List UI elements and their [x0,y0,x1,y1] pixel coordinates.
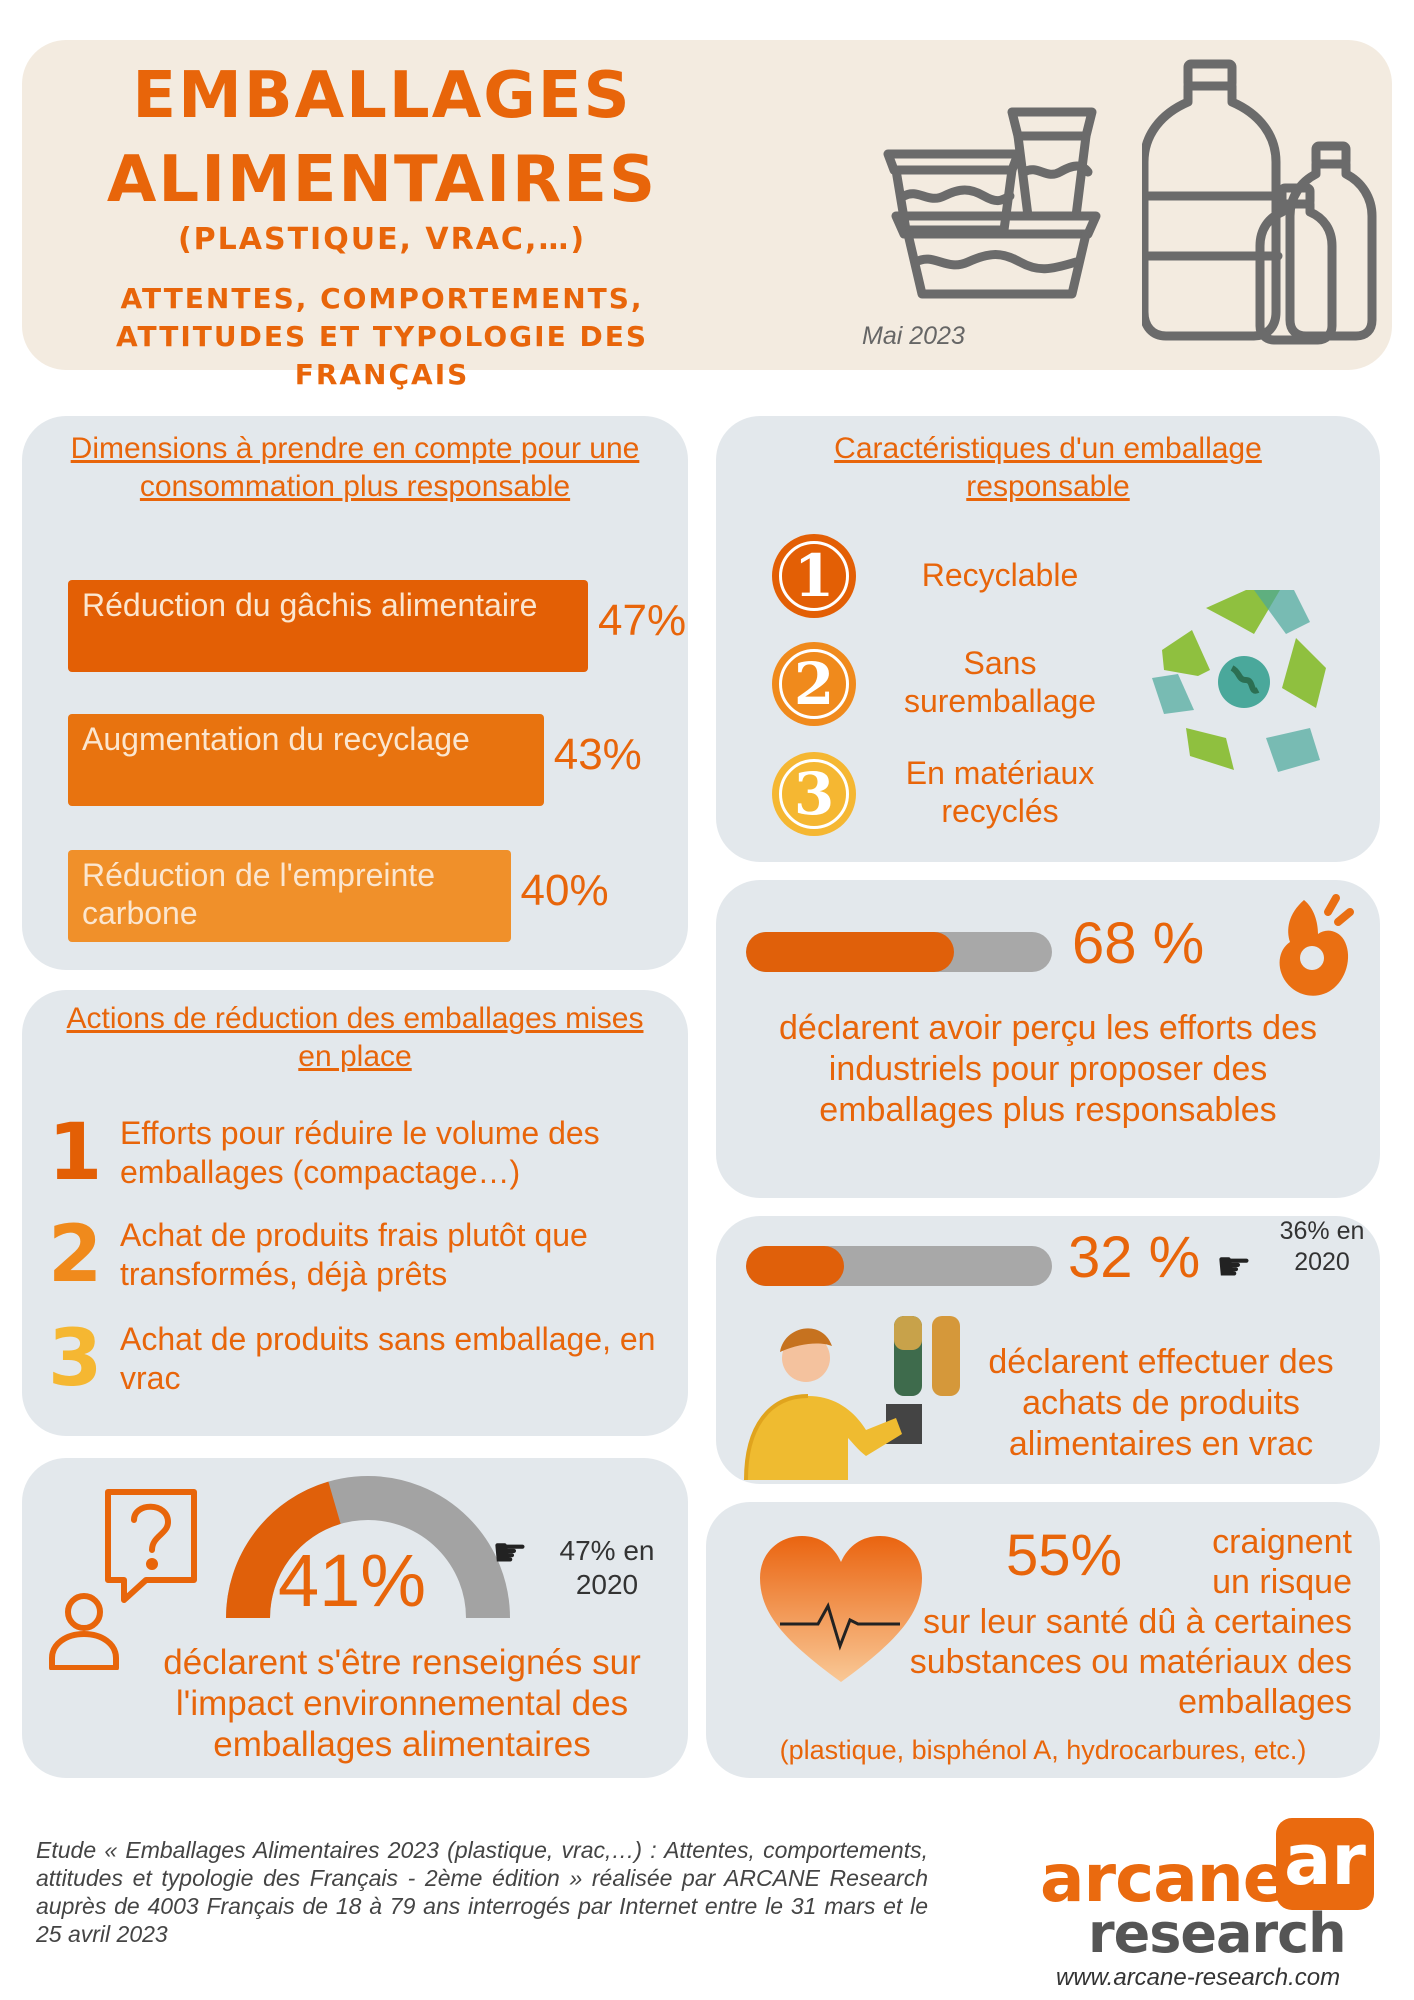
logo-research: research [1088,1902,1347,1965]
question-person-icon [49,1489,197,1670]
health-value: 55% [1006,1523,1123,1588]
plastic-bottles-icon [1142,59,1377,345]
action-label: Achat de produits sans emballage, en vra… [120,1321,656,1396]
subtitle: (plastique, vrac,…) [177,222,587,257]
logo-mark: ar [1276,1818,1374,1910]
health-text-a: craignent un risque [1212,1523,1352,1601]
tagline-line2: attitudes et typologie des Français [115,320,648,391]
characteristic-number-badge: 2 [772,642,856,726]
characteristics-title: Caractéristiques d'un emballage responsa… [834,432,1262,503]
website-url: www.arcane-research.com [1056,1964,1341,1991]
ok-hand-icon [1279,894,1354,996]
dimension-value: 40% [520,866,609,915]
action-number: 1 [48,1108,103,1198]
dimension-bar: Augmentation du recyclage [68,714,544,806]
food-containers-icon [883,107,1101,299]
bulk-text: déclarent effectuer des achats de produi… [988,1343,1334,1463]
bulk-purchase-card: 32 % ☛ 36% en 2020 déclarent effectuer d… [716,1216,1380,1484]
information-text: déclarent s'être renseignés sur l'impact… [163,1643,641,1764]
dimension-value: 47% [598,596,687,645]
tagline-line1: Attentes, comportements, [120,282,644,315]
dimension-value: 43% [553,730,642,779]
heart-pulse-icon [760,1536,922,1682]
dimension-bar: Réduction de l'empreinte carbone [68,850,511,942]
dimensions-card: Dimensions à prendre en compte pour une … [22,416,688,970]
logo-arcane: arcane [1040,1840,1287,1917]
bulk-value: 32 % [1068,1225,1201,1290]
title-line1: Emballages [132,59,632,133]
health-text-b: sur leur santé dû à certaines substances… [909,1603,1352,1721]
study-footnote: Etude « Emballages Alimentaires 2023 (pl… [36,1837,928,1947]
bulk-dispenser-person-icon [744,1316,960,1481]
action-label: Efforts pour réduire le volume des embal… [120,1115,600,1190]
dimension-bar: Réduction du gâchis alimentaire [68,580,588,672]
health-risk-card: 55% craignent un risque sur leur santé d… [706,1502,1380,1778]
action-number: 3 [48,1314,103,1404]
information-card: 41% ☛ 47% en 2020 déclarent s'être rense… [22,1458,688,1778]
efforts-value: 68 % [1072,911,1205,976]
bulk-progress-bar [746,1246,1052,1286]
characteristic-number-badge: 3 [772,752,856,836]
characteristics-card: Caractéristiques d'un emballage responsa… [716,416,1380,862]
bulk-compare-2020: 36% en 2020 [1279,1217,1365,1276]
information-compare-2020: 47% en 2020 [559,1535,655,1600]
publication-date: Mai 2023 [862,322,965,350]
header-banner: Emballages Alimentaires (plastique, vrac… [22,40,1392,391]
characteristic-label: Sans suremballage [903,645,1097,719]
information-value: 41% [278,1539,427,1622]
pointing-hand-icon: ☛ [492,1530,528,1576]
industry-efforts-card: 68 % déclarent avoir perçu les efforts d… [716,880,1380,1198]
dimensions-title: Dimensions à prendre en compte pour une … [70,432,640,503]
action-number: 2 [48,1210,103,1300]
pointing-hand-icon: ☛ [1216,1244,1252,1290]
efforts-text: déclarent avoir perçu les efforts des in… [779,1009,1317,1129]
action-label: Achat de produits frais plutôt que trans… [120,1217,588,1292]
health-note: (plastique, bisphénol A, hydrocarbures, … [779,1735,1307,1765]
efforts-progress-bar [746,932,1052,972]
characteristic-label: En matériaux recyclés [905,755,1095,829]
actions-title: Actions de réduction des emballages mise… [66,1002,644,1073]
characteristic-label: Recyclable [921,557,1079,593]
information-gauge [226,1476,510,1619]
recycle-globe-icon [1152,590,1326,772]
characteristic-number-badge: 1 [772,534,856,618]
title-line2: Alimentaires [106,143,658,217]
actions-card: Actions de réduction des emballages mise… [22,990,688,1436]
